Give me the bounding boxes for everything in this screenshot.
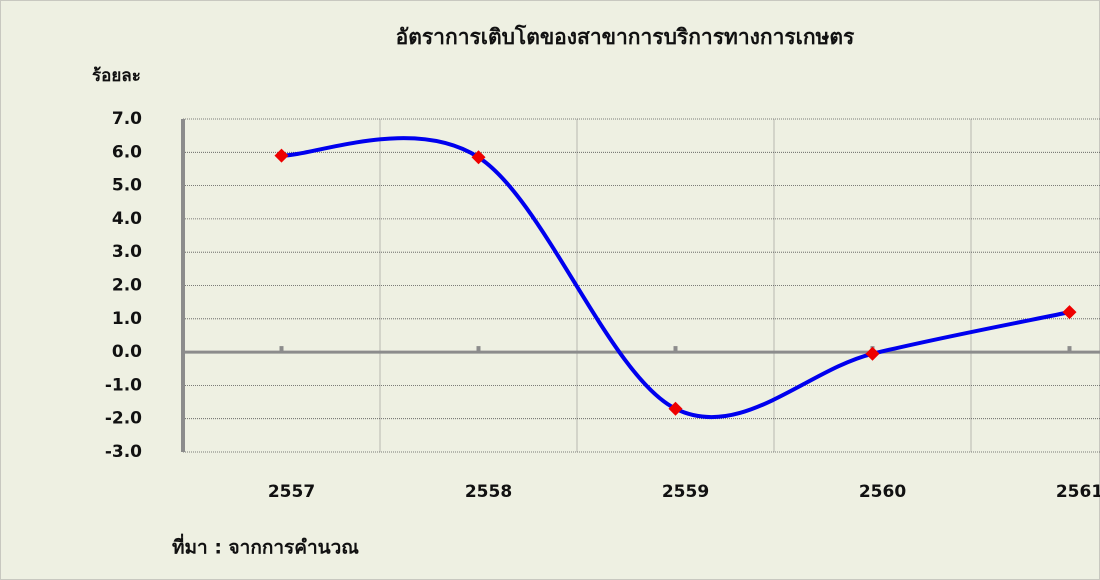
- chart-title: อัตราการเติบโตของสาขาการบริการทางการเกษต…: [396, 24, 855, 49]
- y-tick-label: 3.0: [112, 242, 142, 262]
- y-tick-label: -3.0: [105, 442, 142, 462]
- y-tick-label: 4.0: [112, 209, 142, 229]
- x-tick-label: 2560: [859, 482, 906, 502]
- y-tick-label: 2.0: [112, 276, 142, 296]
- y-tick-label: 7.0: [112, 109, 142, 129]
- line-series: [281, 136, 1070, 420]
- data-point: [668, 401, 683, 416]
- y-tick-label: 5.0: [112, 176, 142, 196]
- y-tick-label: 1.0: [112, 309, 142, 329]
- data-point: [865, 346, 880, 361]
- y-axis-label: ร้อยละ: [92, 66, 141, 86]
- y-tick-label: 0.0: [112, 342, 142, 362]
- x-tick-label: 2557: [268, 482, 315, 502]
- y-tick-label: 6.0: [112, 142, 142, 162]
- data-point: [274, 148, 289, 163]
- data-point: [1062, 305, 1077, 320]
- y-tick-label: -2.0: [105, 409, 142, 429]
- x-tick-label: 2559: [662, 482, 709, 502]
- source-note: ที่มา : จากการคำนวณ: [172, 534, 359, 559]
- data-point: [471, 150, 486, 165]
- y-tick-label: -1.0: [105, 375, 142, 395]
- x-tick-label: 2558: [465, 482, 512, 502]
- x-tick-label: 2561: [1056, 482, 1100, 502]
